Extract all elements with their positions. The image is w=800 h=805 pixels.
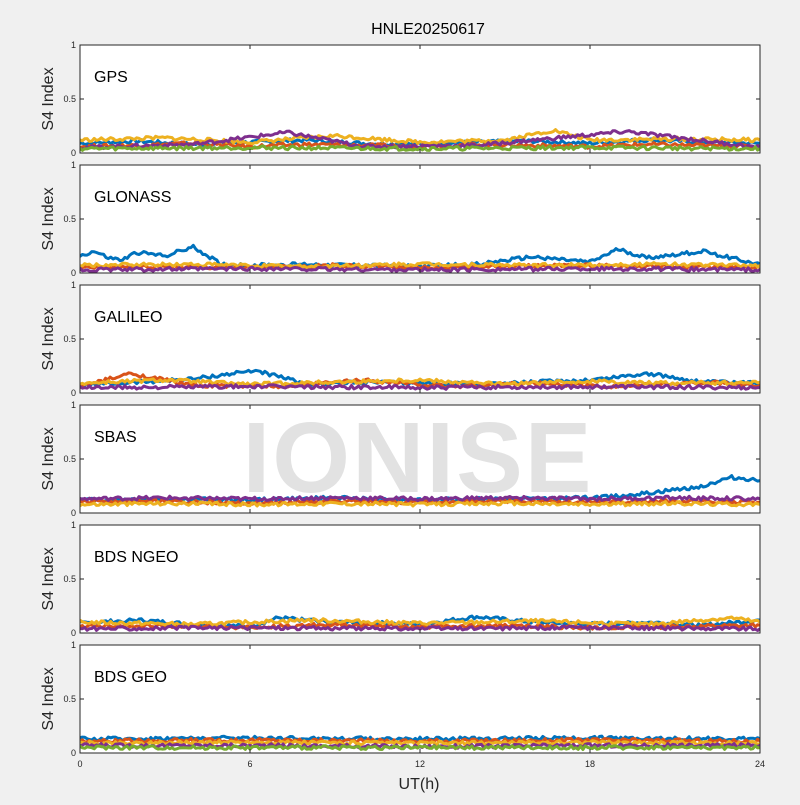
series-3-line — [80, 261, 760, 270]
y-tick-label: 0 — [71, 508, 76, 518]
panels: 0 0.5 1 S4 Index GPS 0 0.5 1 S4 Index GLONASS 0 0.5… — [40, 40, 765, 769]
series-5-line — [80, 144, 760, 152]
x-tick-label: 24 — [755, 759, 765, 769]
x-tick-label: 18 — [585, 759, 595, 769]
y-tick-label: 1 — [71, 520, 76, 530]
series-1-line — [80, 243, 760, 270]
panel-label: GLONASS — [94, 189, 171, 206]
series-3-line — [80, 128, 760, 146]
panel-label: GALILEO — [94, 309, 162, 326]
panel-sbas: 0 0.5 1 S4 Index SBAS — [40, 400, 761, 518]
x-tick-label: 12 — [415, 759, 425, 769]
y-tick-label: 1 — [71, 160, 76, 170]
series-group — [80, 734, 760, 751]
y-tick-label: 0.5 — [63, 334, 76, 344]
panel-label: BDS GEO — [94, 669, 167, 686]
series-4-line — [80, 383, 760, 391]
y-tick-label: 0 — [71, 748, 76, 758]
y-axis-label: S4 Index — [40, 67, 57, 130]
y-tick-label: 0.5 — [63, 214, 76, 224]
plot-area — [80, 405, 760, 513]
y-tick-label: 1 — [71, 40, 76, 50]
series-group — [80, 128, 760, 152]
y-tick-label: 0.5 — [63, 574, 76, 584]
panel-glonass: 0 0.5 1 S4 Index GLONASS — [40, 160, 761, 278]
chart-title: HNLE20250617 — [371, 21, 485, 38]
y-axis-label: S4 Index — [40, 307, 57, 370]
series-4-line — [80, 494, 760, 503]
panel-bds-geo: 0 0.5 1 0 6 12 18 24 S4 Index BDS GEO — [40, 640, 765, 769]
y-tick-label: 0 — [71, 268, 76, 278]
y-tick-label: 1 — [71, 400, 76, 410]
series-group — [80, 614, 760, 632]
y-tick-label: 0.5 — [63, 694, 76, 704]
series-3-line — [80, 377, 760, 388]
y-axis-label: S4 Index — [40, 667, 57, 730]
x-axis-label: UT(h) — [399, 776, 440, 793]
panel-label: SBAS — [94, 429, 137, 446]
y-axis-label: S4 Index — [40, 427, 57, 490]
plot-area — [80, 525, 760, 633]
plot-area — [80, 285, 760, 393]
panel-label: GPS — [94, 69, 128, 86]
y-tick-label: 0.5 — [63, 454, 76, 464]
series-5-line — [80, 744, 760, 751]
y-tick-label: 1 — [71, 280, 76, 290]
y-tick-label: 0 — [71, 388, 76, 398]
panel-bds-ngeo: 0 0.5 1 S4 Index BDS NGEO — [40, 520, 761, 638]
y-axis-label: S4 Index — [40, 187, 57, 250]
series-3-line — [80, 500, 760, 508]
plot-area — [80, 165, 760, 273]
series-group — [80, 474, 760, 508]
series-1-line — [80, 368, 760, 389]
series-group — [80, 368, 760, 391]
y-tick-label: 0.5 — [63, 94, 76, 104]
y-axis-label: S4 Index — [40, 547, 57, 610]
panel-label: BDS NGEO — [94, 549, 178, 566]
y-tick-label: 0 — [71, 148, 76, 158]
panel-gps: 0 0.5 1 S4 Index GPS — [40, 40, 761, 158]
panel-galileo: 0 0.5 1 S4 Index GALILEO — [40, 280, 761, 398]
y-tick-label: 0 — [71, 628, 76, 638]
plot-area — [80, 645, 760, 753]
x-tick-label: 6 — [247, 759, 252, 769]
y-tick-label: 1 — [71, 640, 76, 650]
watermark: IONISE — [243, 402, 594, 514]
x-tick-label: 0 — [77, 759, 82, 769]
